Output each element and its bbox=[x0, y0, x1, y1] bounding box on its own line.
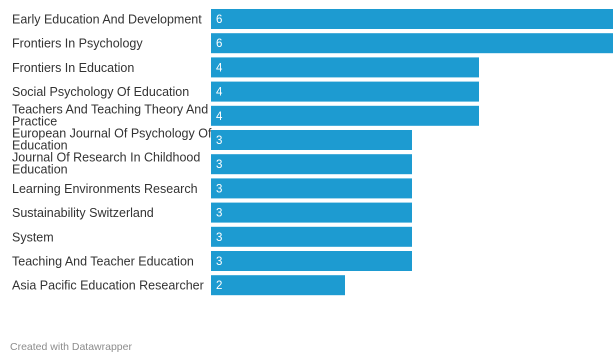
category-label: Sustainability Switzerland bbox=[12, 206, 154, 220]
category-label: Early Education And Development bbox=[12, 13, 202, 27]
bar bbox=[211, 202, 412, 223]
bar bbox=[211, 9, 613, 29]
bar bbox=[211, 154, 412, 175]
category-label: Journal Of Research In Childhood Educatio… bbox=[12, 151, 200, 177]
category-label: Social Psychology Of Education bbox=[12, 85, 189, 99]
bar bbox=[211, 251, 412, 271]
bar bbox=[211, 57, 479, 78]
category-label: Frontiers In Psychology bbox=[12, 37, 143, 51]
bar bbox=[211, 226, 412, 247]
bar bbox=[211, 178, 412, 199]
category-label: Frontiers In Education bbox=[12, 61, 134, 75]
value-label: 3 bbox=[216, 135, 222, 147]
value-label: 4 bbox=[216, 111, 223, 123]
value-label: 3 bbox=[216, 232, 222, 244]
value-label: 3 bbox=[216, 256, 222, 268]
bar bbox=[211, 130, 412, 150]
bar bbox=[211, 275, 345, 296]
bar bbox=[211, 33, 613, 54]
category-label: Teachers And Teaching Theory And Practice bbox=[12, 102, 208, 128]
value-label: 6 bbox=[216, 14, 222, 26]
category-label: Asia Pacific Education Researcher bbox=[12, 279, 204, 293]
value-label: 4 bbox=[216, 87, 223, 99]
category-label: Teaching And Teacher Education bbox=[12, 255, 194, 269]
value-label: 4 bbox=[216, 62, 223, 74]
value-label: 3 bbox=[216, 159, 222, 171]
bar-chart: Early Education And Development 6 Frontier… bbox=[12, 9, 613, 296]
value-label: 2 bbox=[216, 280, 222, 292]
value-label: 3 bbox=[216, 208, 222, 220]
category-label: System bbox=[12, 230, 54, 244]
category-label: Learning Environments Research bbox=[12, 182, 198, 196]
value-label: 3 bbox=[216, 183, 222, 195]
bar bbox=[211, 81, 479, 102]
datawrapper-credit: Created with Datawrapper bbox=[10, 341, 132, 353]
bar bbox=[211, 105, 479, 126]
category-label: European Journal Of Psychology Of Educati… bbox=[12, 127, 212, 153]
value-label: 6 bbox=[216, 38, 222, 50]
